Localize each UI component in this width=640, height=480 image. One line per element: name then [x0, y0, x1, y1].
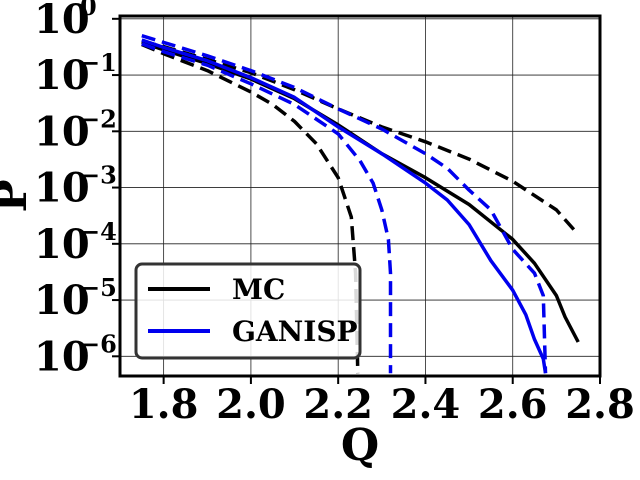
x-tick-label: 2.2 — [303, 381, 373, 428]
y-tick-label: 10 — [34, 0, 90, 43]
y-tick-exponent: −5 — [80, 273, 117, 302]
series-line-4 — [141, 38, 548, 374]
series-lines — [141, 34, 580, 374]
y-tick-exponent: −3 — [80, 161, 117, 190]
x-axis-label: Q — [341, 420, 379, 471]
x-axis-ticks: 1.8 2.0 2.2 2.4 2.6 2.8 — [129, 376, 635, 428]
x-tick-label: 1.8 — [129, 381, 199, 428]
y-tick-exponent: −6 — [80, 329, 117, 358]
y-tick-exponent: −4 — [80, 217, 117, 246]
plot-area-frame — [118, 14, 602, 378]
y-axis-label: P — [0, 179, 37, 212]
legend-label: GANISP — [232, 315, 358, 348]
legend-label: MC — [232, 273, 285, 306]
y-tick-label: 10 — [34, 52, 90, 99]
y-tick-label: 10 — [34, 333, 90, 380]
y-tick-label: 10 — [34, 165, 90, 212]
x-tick-label: 2.6 — [478, 381, 548, 428]
y-tick-exponent: −2 — [80, 104, 117, 133]
y-tick-exponent: −1 — [80, 48, 117, 77]
series-line-1 — [141, 40, 580, 343]
x-tick-label: 2.4 — [391, 381, 461, 428]
series-line-6 — [141, 42, 393, 374]
y-tick-exponent: 0 — [80, 0, 97, 21]
x-tick-label: 2.8 — [565, 381, 635, 428]
y-tick-label: 10 — [34, 277, 90, 324]
y-tick-label: 10 — [34, 221, 90, 268]
y-tick-label: 10 — [34, 108, 90, 155]
legend: MC GANISP — [134, 262, 362, 360]
x-tick-label: 2.0 — [216, 381, 286, 428]
series-line-3 — [141, 42, 360, 374]
